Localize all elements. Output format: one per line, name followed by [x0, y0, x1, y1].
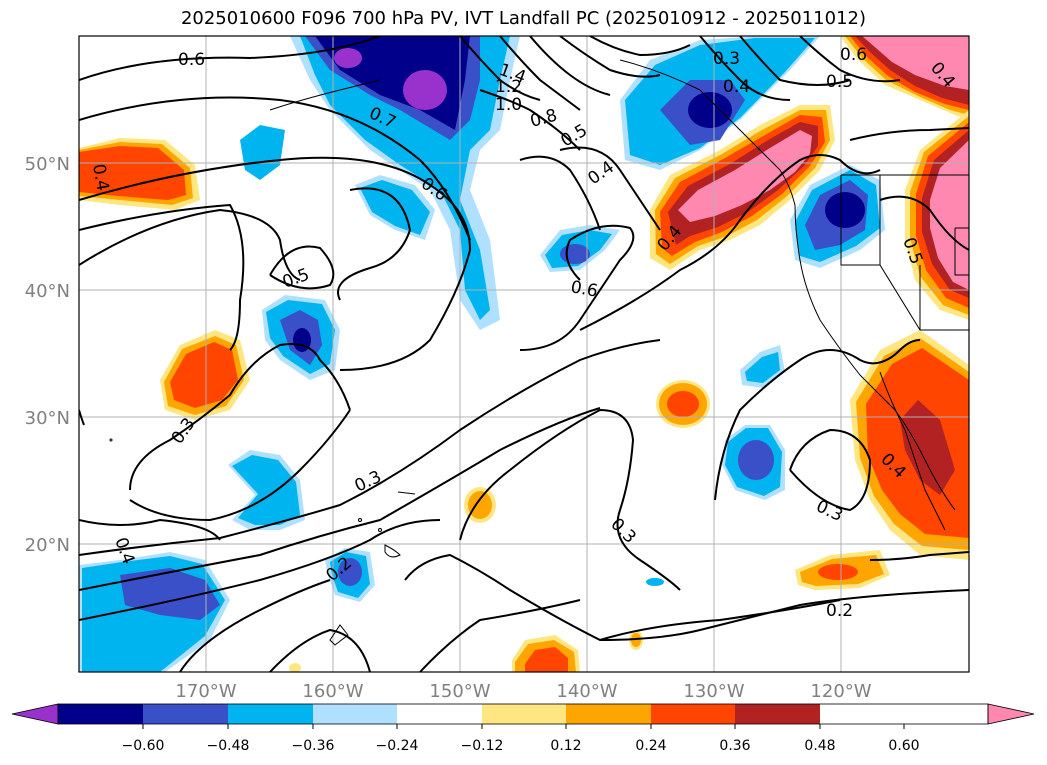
pos-anomaly-18n-121w	[795, 550, 890, 590]
colorbar-segment	[143, 704, 228, 724]
pos-anomaly-30n-133w	[656, 380, 710, 428]
colorbar-tick-label: −0.12	[461, 738, 504, 754]
map-title: 2025010600 F096 700 hPa PV, IVT Landfall…	[180, 8, 867, 29]
colorbar-tick-label: −0.48	[207, 738, 250, 754]
contour-label: 0.4	[88, 162, 112, 192]
colorbar-segment	[58, 704, 143, 724]
neg-anomaly-north-central	[290, 36, 520, 330]
colorbar-tick-label: −0.36	[292, 738, 335, 754]
colorbar-segment	[566, 704, 651, 724]
colorbar-tick-label: 0.60	[888, 738, 919, 754]
contour-label: 1.2	[495, 77, 522, 97]
colorbar-tick-label: 0.12	[550, 738, 581, 754]
pv-contours	[79, 36, 969, 672]
neg-anomaly-50n-160w	[240, 125, 435, 240]
neg-anomaly-27n-130w	[722, 425, 785, 500]
lat-label-40n: 40°N	[25, 281, 70, 302]
lon-label-150w: 150°W	[429, 681, 490, 702]
contour-label: 0.2	[826, 601, 853, 621]
pos-anomaly-ne-corner	[840, 36, 969, 120]
colorbar-segment	[313, 704, 397, 724]
colorbar-extend-max	[987, 703, 1035, 725]
contour-label: 0.6	[178, 50, 205, 70]
contour-label: 0.6	[569, 277, 599, 301]
pos-anomaly-12n-143w	[512, 635, 580, 672]
neg-anomaly-sw-corner	[79, 552, 230, 672]
shaded-fields	[79, 36, 969, 672]
pos-anomaly-pacific-nw	[650, 105, 835, 270]
lat-label-50n: 50°N	[25, 154, 70, 175]
colorbar-segment	[482, 704, 566, 724]
contour-label: 0.5	[826, 72, 853, 92]
colorbar-segment	[228, 704, 313, 724]
contour-label: 0.4	[723, 77, 750, 97]
lat-label-20n: 20°N	[25, 535, 70, 556]
lon-labels: 170°W 160°W 150°W 140°W 130°W 120°W	[175, 681, 871, 702]
colorbar-tick-label: 0.36	[719, 738, 750, 754]
colorbar-segment	[397, 704, 482, 724]
lat-labels: 50°N 40°N 30°N 20°N	[25, 154, 70, 556]
neg-anomaly-oregon	[790, 165, 885, 268]
colorbar-tick-label: −0.24	[376, 738, 419, 754]
map-frame	[78, 35, 970, 673]
lon-label-170w: 170°W	[175, 681, 236, 702]
lat-label-30n: 30°N	[25, 408, 70, 429]
pos-anomaly-east-edge	[905, 110, 969, 320]
colorbar-tick-label: 0.24	[635, 738, 666, 754]
neg-anomaly-18n-158w	[325, 548, 375, 602]
lon-label-130w: 130°W	[683, 681, 744, 702]
colorbar: −0.60 −0.48 −0.36 −0.24 −0.12 0.12 0.24 0.36 0.4…	[11, 703, 1035, 754]
colorbar-frame	[57, 703, 989, 725]
colorbar-segment	[651, 704, 735, 724]
lon-label-160w: 160°W	[302, 681, 363, 702]
lon-label-140w: 140°W	[556, 681, 617, 702]
contour-label: 0.6	[840, 45, 867, 65]
colorbar-tick-label: −0.60	[122, 738, 165, 754]
colorbar-segment	[735, 704, 820, 724]
colorbar-extend-min	[11, 703, 59, 725]
coastlines	[109, 59, 969, 646]
colorbar-tick-label: 0.48	[804, 738, 835, 754]
contour-label: 0.3	[713, 49, 740, 69]
lon-label-120w: 120°W	[810, 681, 871, 702]
contour-label: 1.0	[495, 95, 522, 115]
